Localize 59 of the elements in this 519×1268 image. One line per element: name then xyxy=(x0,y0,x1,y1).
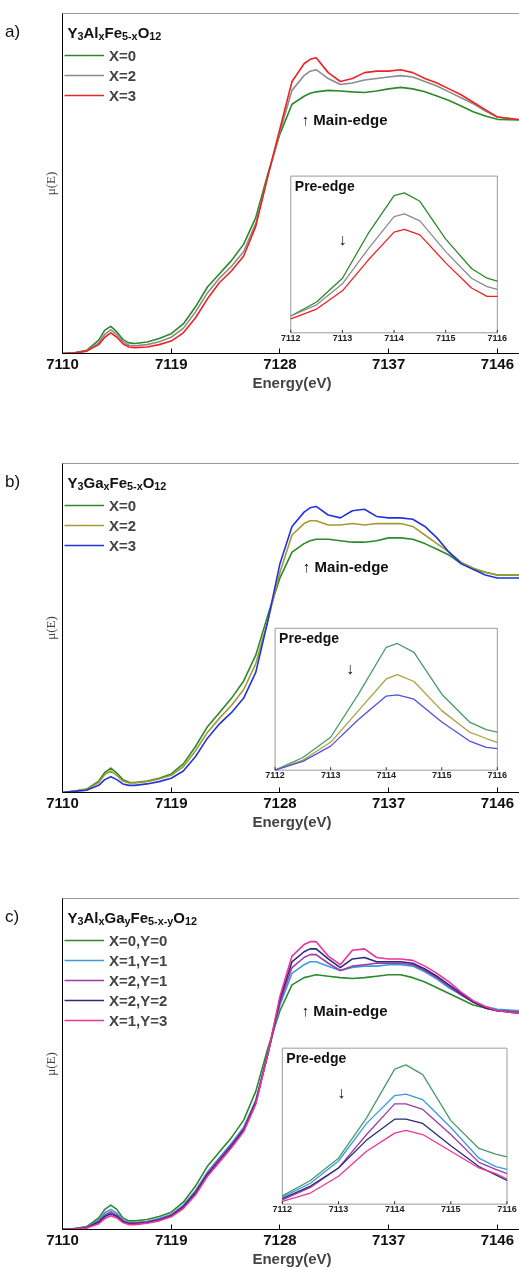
text: a) xyxy=(5,21,21,43)
annotation: ↓ xyxy=(338,230,347,248)
x-tick-label: 7128 xyxy=(263,1230,297,1248)
x-tick-label: 7115 xyxy=(441,1204,461,1215)
x-tick-label: 7115 xyxy=(432,770,452,781)
x-tick-label: 7146 xyxy=(480,354,515,372)
x-tick-label: 7128 xyxy=(263,354,297,372)
x-tick-label: 7114 xyxy=(384,1204,405,1215)
legend-label: X=2 xyxy=(109,516,137,534)
x-tick-label: 7110 xyxy=(46,1230,79,1248)
annotation: ↑ Main-edge xyxy=(301,1002,388,1020)
x-tick-label: 7110 xyxy=(46,793,79,811)
x-tick-label: 7137 xyxy=(371,793,406,811)
legend-label: X=1,Y=3 xyxy=(109,1011,168,1029)
x-tick-label: 7113 xyxy=(328,1204,349,1215)
legend-label: X=0 xyxy=(109,46,137,64)
legend-label: X=2,Y=2 xyxy=(109,991,168,1009)
y-axis-title: μ(E) xyxy=(42,616,58,640)
annotation: ↑ Main-edge xyxy=(301,111,388,129)
x-axis-title: Energy(eV) xyxy=(252,1249,332,1267)
y-axis-title: μ(E) xyxy=(42,171,58,196)
x-axis-title: Energy(eV) xyxy=(252,373,332,391)
text: b) xyxy=(5,471,21,493)
x-tick-label: 7115 xyxy=(435,332,456,343)
x-tick-label: 7137 xyxy=(371,354,406,372)
chart-title: Pre-edge xyxy=(294,178,355,195)
x-tick-label: 7116 xyxy=(487,770,508,781)
x-tick-label: 7119 xyxy=(154,354,188,372)
x-tick-label: 7112 xyxy=(281,332,301,343)
x-tick-label: 7113 xyxy=(320,770,341,781)
text: c) xyxy=(5,906,20,928)
x-tick-label: 7128 xyxy=(263,793,297,811)
annotation: ↓ xyxy=(337,1084,346,1102)
x-tick-label: 7119 xyxy=(154,1230,188,1248)
x-tick-label: 7110 xyxy=(46,354,79,372)
annotation: ↑ Main-edge xyxy=(302,557,389,575)
x-tick-label: 7112 xyxy=(265,770,285,781)
x-tick-label: 7146 xyxy=(480,793,515,811)
legend-label: X=3 xyxy=(109,86,137,104)
legend-label: X=0,Y=0 xyxy=(109,931,168,949)
legend-label: X=0 xyxy=(109,496,137,514)
x-tick-label: 7112 xyxy=(272,1204,293,1215)
legend-label: X=3 xyxy=(109,536,137,554)
x-tick-label: 7113 xyxy=(332,332,353,343)
x-tick-label: 7116 xyxy=(487,332,508,343)
x-tick-label: 7114 xyxy=(384,332,404,343)
chart-title: Pre-edge xyxy=(279,630,340,647)
y-axis-title: μ(E) xyxy=(42,1052,58,1076)
x-tick-label: 7119 xyxy=(154,793,188,811)
chart-title: Pre-edge xyxy=(286,1050,347,1067)
x-tick-label: 7116 xyxy=(497,1204,517,1215)
x-tick-label: 7137 xyxy=(371,1230,406,1248)
x-axis-title: Energy(eV) xyxy=(252,812,332,830)
legend-label: X=2 xyxy=(109,66,137,84)
x-tick-label: 7146 xyxy=(480,1230,515,1248)
legend-label: X=2,Y=1 xyxy=(109,971,168,989)
legend-label: X=1,Y=1 xyxy=(109,951,168,969)
x-tick-label: 7114 xyxy=(376,770,396,781)
annotation: ↓ xyxy=(346,660,355,678)
